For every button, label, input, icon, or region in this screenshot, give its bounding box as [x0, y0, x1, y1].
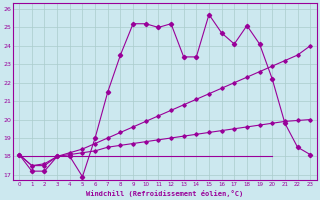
X-axis label: Windchill (Refroidissement éolien,°C): Windchill (Refroidissement éolien,°C) [86, 190, 243, 197]
